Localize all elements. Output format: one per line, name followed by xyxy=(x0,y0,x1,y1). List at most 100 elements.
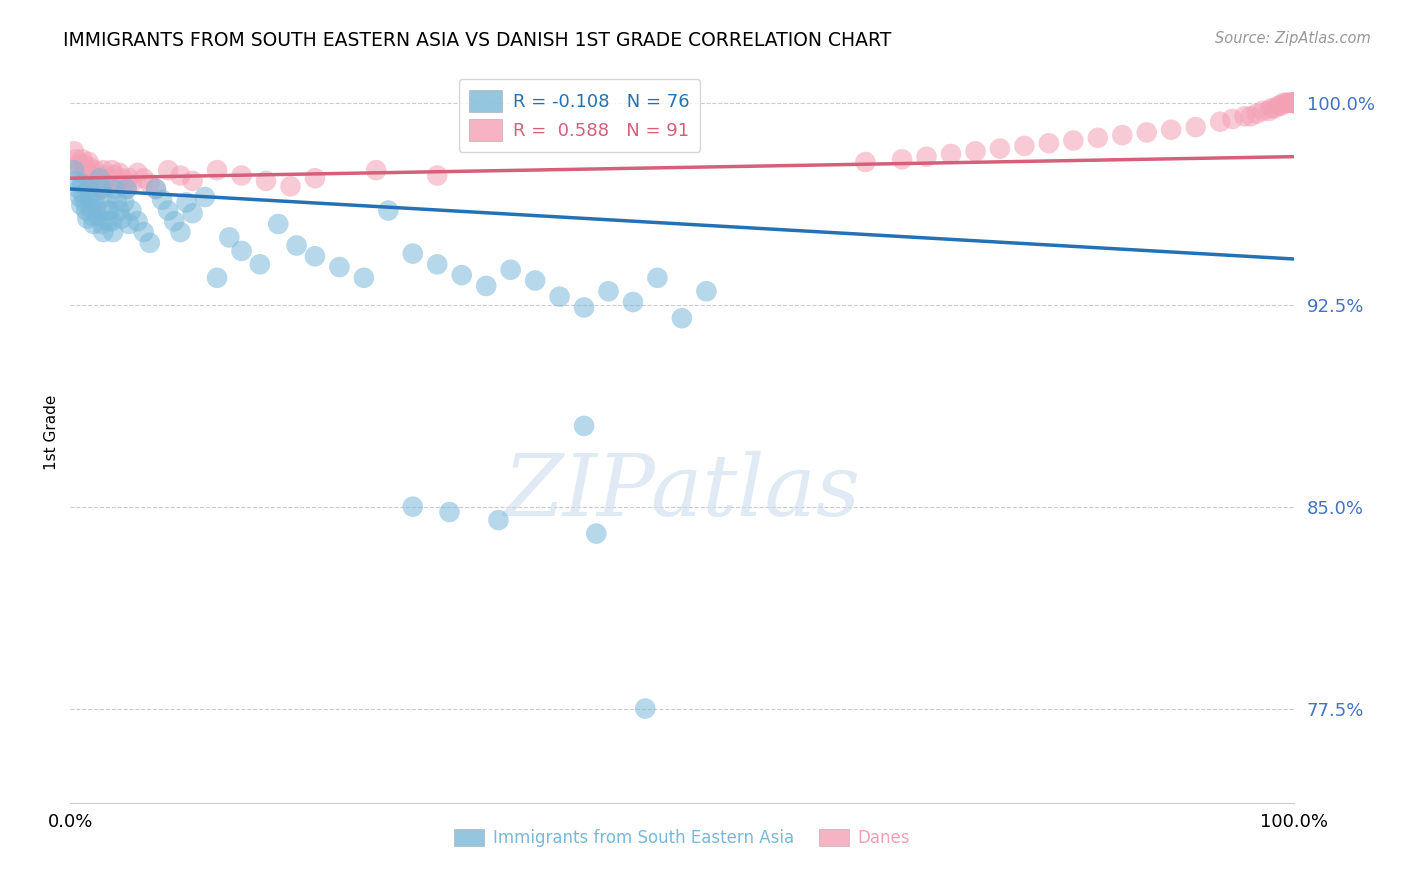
Point xyxy=(218,230,240,244)
Text: Source: ZipAtlas.com: Source: ZipAtlas.com xyxy=(1215,31,1371,46)
Point xyxy=(72,153,94,167)
Point xyxy=(111,171,134,186)
Point xyxy=(77,155,100,169)
Point xyxy=(73,195,96,210)
Point xyxy=(647,270,669,285)
Point xyxy=(231,169,253,183)
Point xyxy=(572,301,595,315)
Point xyxy=(72,177,94,191)
Point xyxy=(1111,128,1133,142)
Point xyxy=(1282,95,1305,110)
Point xyxy=(139,235,162,250)
Point xyxy=(101,214,124,228)
Point xyxy=(1279,95,1302,110)
Text: IMMIGRANTS FROM SOUTH EASTERN ASIA VS DANISH 1ST GRADE CORRELATION CHART: IMMIGRANTS FROM SOUTH EASTERN ASIA VS DA… xyxy=(63,31,891,50)
Point xyxy=(77,182,100,196)
Point xyxy=(205,270,228,285)
Point xyxy=(79,193,101,207)
Point xyxy=(115,182,138,196)
Point xyxy=(1270,98,1292,112)
Point xyxy=(127,214,149,228)
Point xyxy=(132,171,155,186)
Point xyxy=(112,195,135,210)
Point xyxy=(139,177,162,191)
Point xyxy=(150,193,173,207)
Point xyxy=(101,163,124,178)
Point xyxy=(1275,95,1298,110)
Point xyxy=(1282,95,1305,110)
Point xyxy=(121,177,143,191)
Point xyxy=(254,174,277,188)
Point xyxy=(572,418,595,433)
Point xyxy=(103,169,125,183)
Point xyxy=(82,209,104,223)
Point xyxy=(1260,101,1282,115)
Point xyxy=(915,150,938,164)
Point xyxy=(75,169,97,183)
Point xyxy=(75,203,97,218)
Point xyxy=(426,169,449,183)
Point xyxy=(304,249,326,263)
Point xyxy=(90,177,112,191)
Point xyxy=(328,260,350,274)
Point xyxy=(598,285,620,299)
Point xyxy=(98,203,121,218)
Point xyxy=(181,174,204,188)
Point xyxy=(82,171,104,186)
Point xyxy=(96,203,118,218)
Point xyxy=(1038,136,1060,151)
Point xyxy=(86,209,108,223)
Point xyxy=(1258,103,1281,118)
Point xyxy=(1184,120,1206,134)
Point xyxy=(76,211,98,226)
Point xyxy=(304,171,326,186)
Point xyxy=(127,166,149,180)
Point xyxy=(67,182,90,196)
Point xyxy=(84,201,107,215)
Point xyxy=(80,166,103,180)
Point xyxy=(377,203,399,218)
Point xyxy=(83,190,105,204)
Point xyxy=(249,257,271,271)
Point xyxy=(1233,109,1256,123)
Point xyxy=(1282,95,1305,110)
Point xyxy=(1246,106,1268,120)
Point xyxy=(1136,125,1159,139)
Point xyxy=(90,182,112,196)
Point xyxy=(98,171,121,186)
Legend: Immigrants from South Eastern Asia, Danes: Immigrants from South Eastern Asia, Dane… xyxy=(447,822,917,854)
Point xyxy=(91,163,114,178)
Point xyxy=(548,290,571,304)
Point xyxy=(169,225,191,239)
Point xyxy=(1282,95,1305,110)
Point xyxy=(89,171,111,186)
Point xyxy=(855,155,877,169)
Point xyxy=(63,145,86,159)
Point xyxy=(96,179,118,194)
Point xyxy=(91,217,114,231)
Point xyxy=(1278,95,1301,110)
Point xyxy=(176,195,198,210)
Text: ZIPatlas: ZIPatlas xyxy=(503,450,860,533)
Point xyxy=(79,161,101,175)
Point xyxy=(65,174,87,188)
Point xyxy=(111,211,134,226)
Point xyxy=(93,190,115,204)
Y-axis label: 1st Grade: 1st Grade xyxy=(44,395,59,470)
Point xyxy=(132,225,155,239)
Point xyxy=(69,163,91,178)
Point xyxy=(231,244,253,258)
Point xyxy=(695,285,717,299)
Point xyxy=(194,190,217,204)
Point xyxy=(86,174,108,188)
Point xyxy=(891,153,914,167)
Point xyxy=(1209,114,1232,128)
Point xyxy=(94,174,117,188)
Point xyxy=(671,311,693,326)
Point xyxy=(1282,95,1305,110)
Point xyxy=(89,171,111,186)
Point xyxy=(169,169,191,183)
Point xyxy=(439,505,461,519)
Point xyxy=(965,145,987,159)
Point xyxy=(1282,95,1305,110)
